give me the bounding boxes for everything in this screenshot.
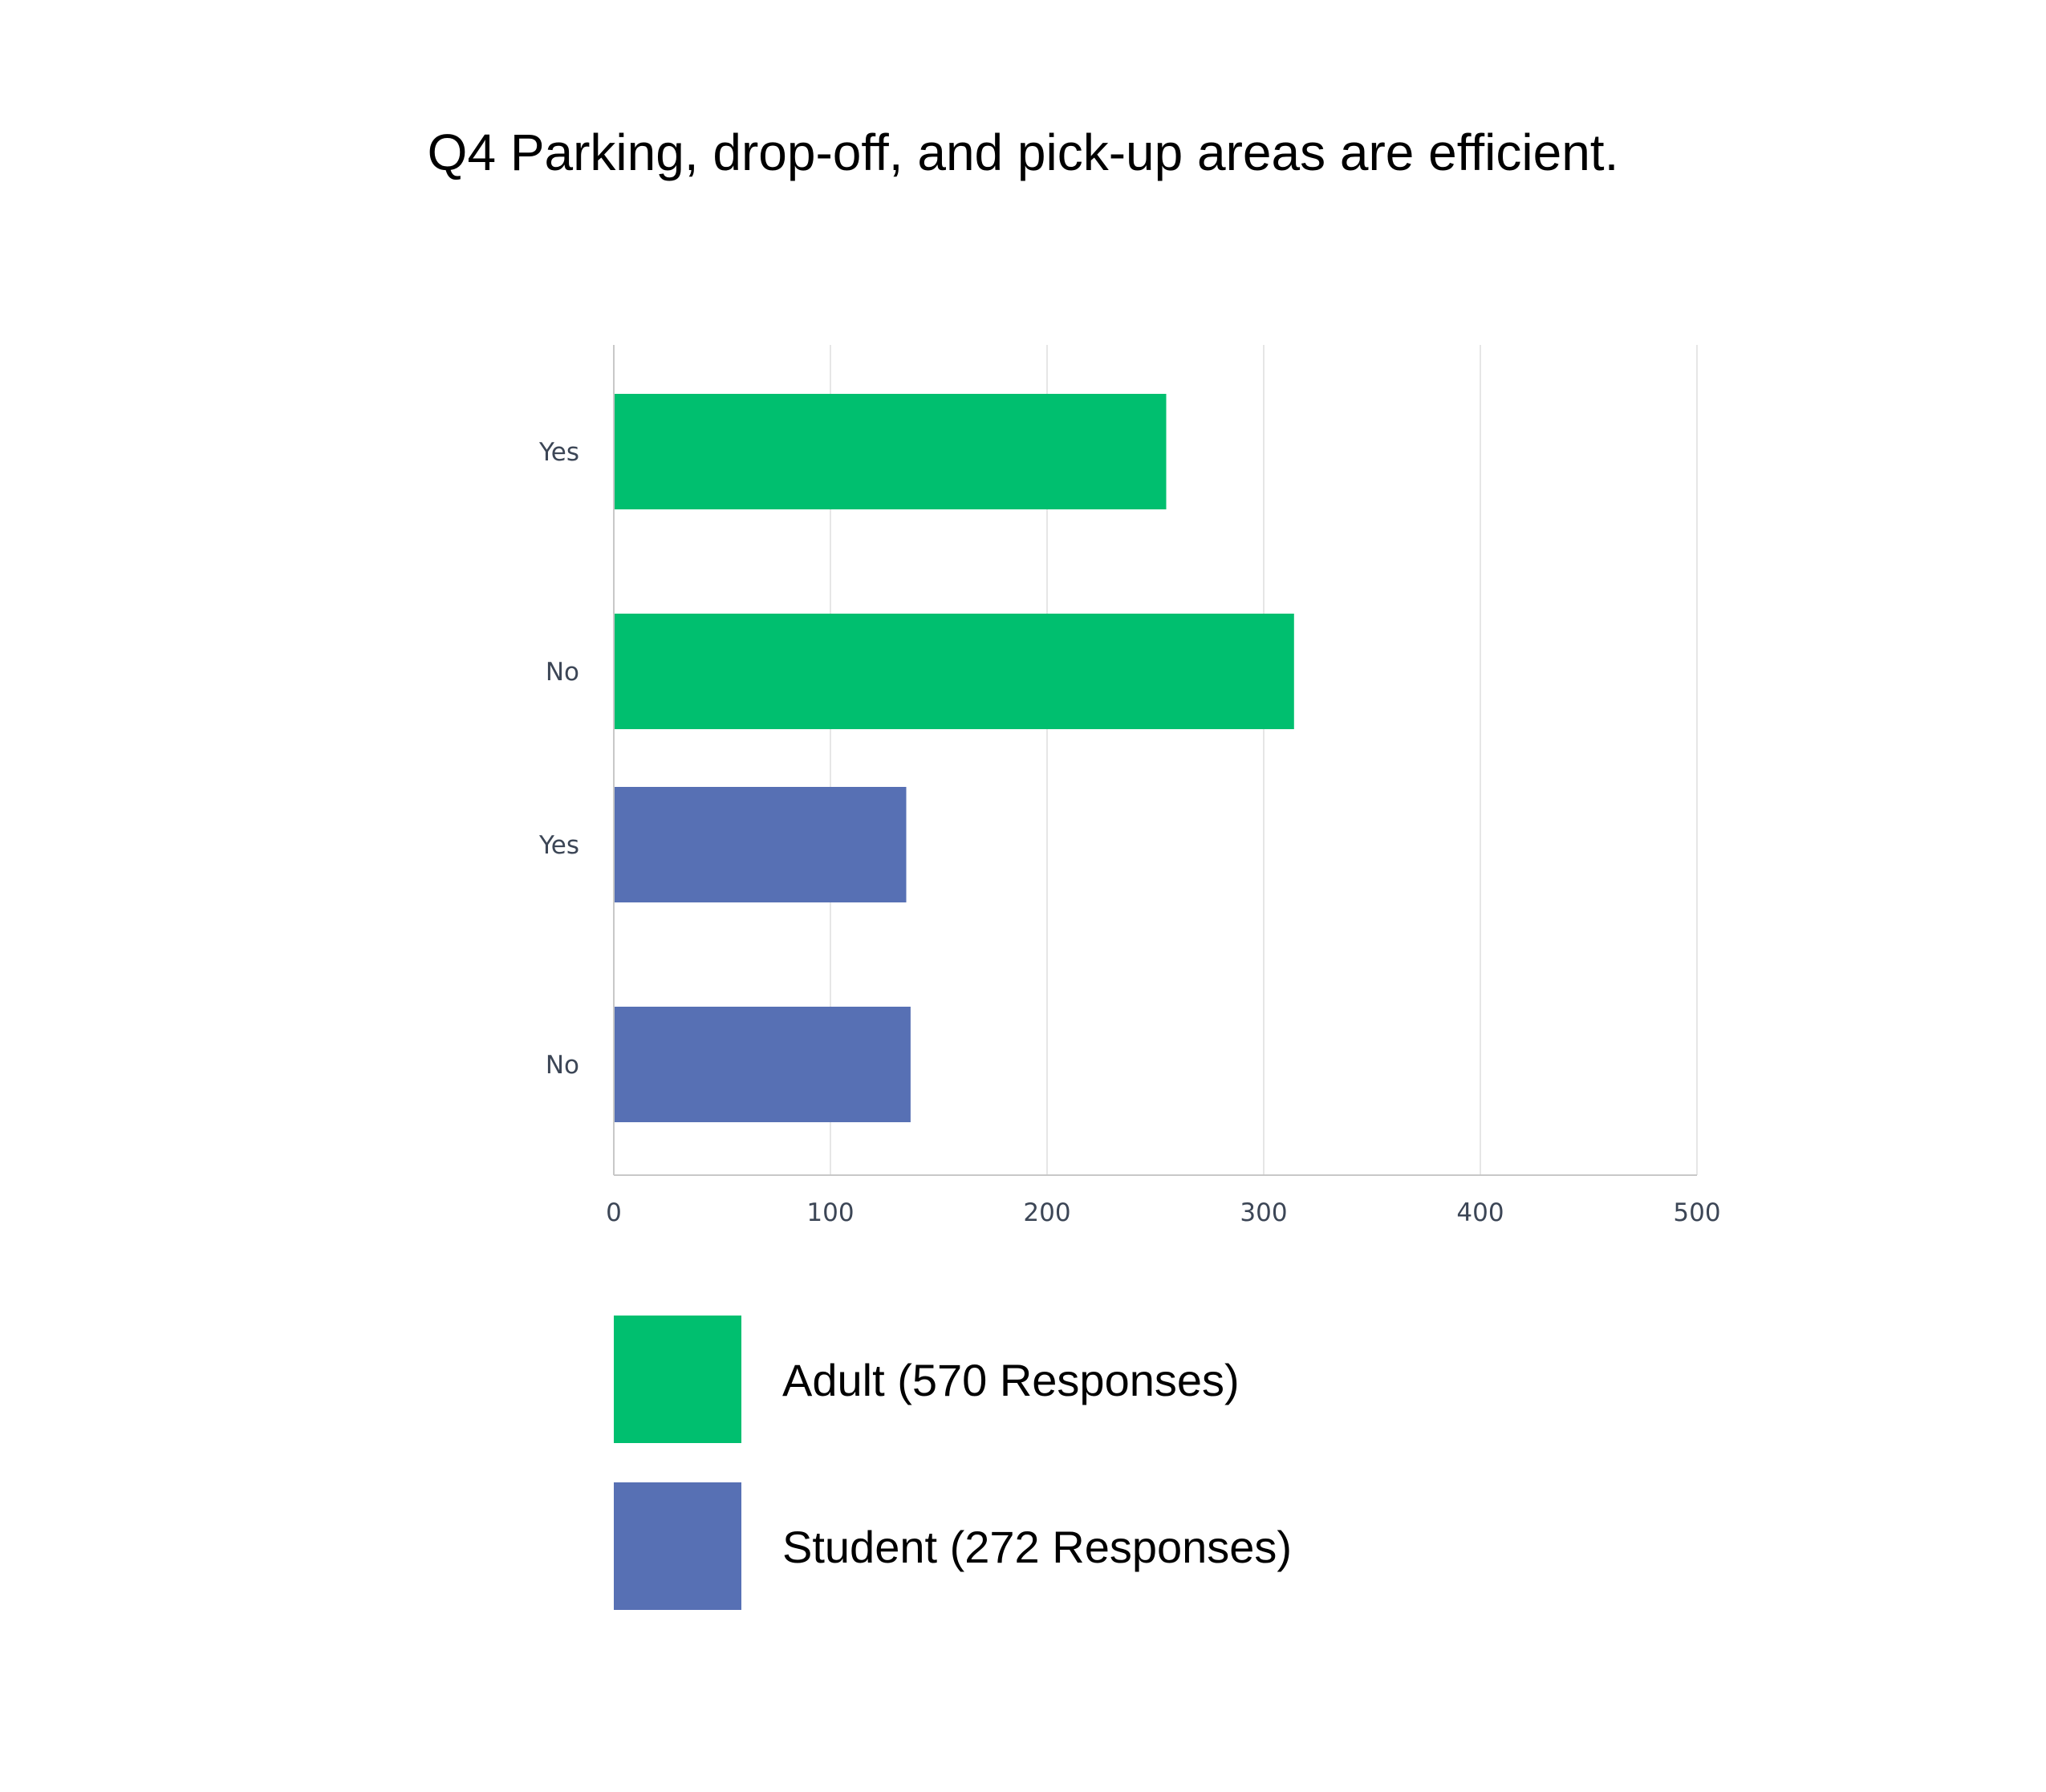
category-labels: Yes No Yes No — [538, 438, 579, 1080]
legend-swatch-student — [614, 1482, 741, 1610]
x-tick-label-100: 100 — [806, 1198, 854, 1227]
bar-student-yes — [614, 787, 907, 902]
category-label-no: No — [546, 1051, 579, 1080]
legend: Adult (570 Responses) Student (272 Respon… — [614, 1316, 1292, 1610]
x-tick-label-400: 400 — [1456, 1198, 1504, 1227]
category-label-no: No — [546, 658, 579, 687]
chart-title: Q4 Parking, drop-off, and pick-up areas … — [427, 124, 1619, 181]
bar-student-no — [614, 1007, 911, 1122]
bar-adult-no — [614, 614, 1294, 729]
legend-label-student: Student (272 Responses) — [782, 1522, 1292, 1572]
x-tick-labels: 0 100 200 300 400 500 — [606, 1198, 1720, 1227]
category-label-yes: Yes — [538, 831, 579, 860]
legend-swatch-adult — [614, 1316, 741, 1443]
legend-label-adult: Adult (570 Responses) — [782, 1355, 1240, 1405]
category-label-yes: Yes — [538, 438, 579, 467]
x-tick-label-0: 0 — [606, 1198, 622, 1227]
bar-adult-yes — [614, 394, 1167, 509]
x-tick-label-200: 200 — [1023, 1198, 1070, 1227]
axes — [613, 345, 1697, 1176]
bars — [614, 394, 1294, 1122]
x-tick-label-300: 300 — [1240, 1198, 1287, 1227]
x-tick-label-500: 500 — [1673, 1198, 1720, 1227]
